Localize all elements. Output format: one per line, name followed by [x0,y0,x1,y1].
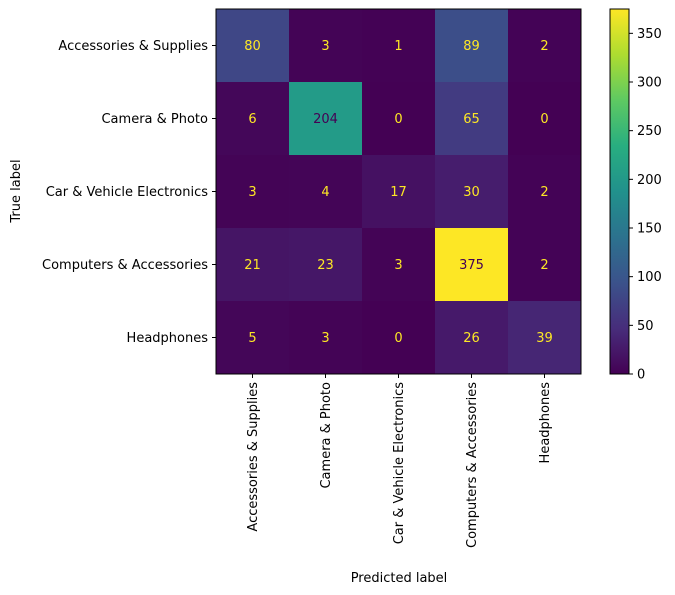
y-tick-label: Accessories & Supplies [58,39,208,54]
cell-value-label: 2 [540,39,548,54]
cell-value-label: 2 [540,258,548,273]
cell-value-label: 6 [248,112,256,127]
cell-value-label: 17 [390,185,407,200]
matrix-cell [289,9,363,83]
cell-value-label: 5 [248,331,256,346]
matrix-cell [508,228,582,302]
y-axis-label: True label [9,159,24,223]
cell-value-label: 2 [540,185,548,200]
matrix-cell [362,82,436,156]
matrix-cell [435,82,509,156]
x-tick-label: Computers & Accessories [465,382,480,548]
colorbar-tick-label: 350 [637,27,662,42]
matrix-cell [435,301,509,375]
matrix-cell [216,82,290,156]
cell-value-label: 23 [317,258,334,273]
cell-value-label: 1 [394,39,402,54]
matrix-cell [216,301,290,375]
y-tick-label: Car & Vehicle Electronics [46,185,208,200]
cell-value-label: 21 [244,258,261,273]
matrix-cells [216,9,582,375]
cell-value-label: 3 [394,258,402,273]
x-axis-label: Predicted label [351,571,448,586]
colorbar-tick-label: 250 [637,124,662,139]
matrix-cell [216,155,290,229]
cell-value-label: 0 [394,331,402,346]
y-axis-ticks: Accessories & Supplies Camera & Photo Car … [42,39,216,346]
x-tick-label: Accessories & Supplies [246,382,261,532]
matrix-cell [435,228,509,302]
colorbar-tick-label: 150 [637,222,662,237]
cell-value-label: 4 [321,185,329,200]
matrix-cell [508,9,582,83]
x-axis-ticks: Accessories & Supplies Camera & Photo Car … [246,374,553,548]
colorbar-tick-label: 100 [637,270,662,285]
matrix-cell [289,228,363,302]
cell-value-label: 39 [536,331,553,346]
matrix-cell [362,228,436,302]
matrix-cell [508,301,582,375]
matrix-cell [508,82,582,156]
matrix-cell [362,9,436,83]
matrix-cell [362,155,436,229]
matrix-cell [216,9,290,83]
colorbar [609,8,630,375]
cell-value-label: 26 [463,331,480,346]
matrix-cell [435,155,509,229]
x-tick-label: Headphones [538,382,553,464]
cell-value-label: 3 [248,185,256,200]
cell-value-label: 0 [394,112,402,127]
matrix-cell [362,301,436,375]
colorbar-tick-label: 200 [637,173,662,188]
cell-value-label: 89 [463,39,480,54]
cell-value-label: 204 [313,112,338,127]
y-tick-label: Camera & Photo [101,112,208,127]
cell-value-label: 375 [459,258,484,273]
cell-value-label: 3 [321,331,329,346]
matrix-cell [508,155,582,229]
matrix-cell [216,228,290,302]
matrix-cell [289,155,363,229]
x-tick-label: Car & Vehicle Electronics [392,382,407,544]
colorbar-tick-label: 50 [637,319,654,334]
matrix-cell [289,82,363,156]
y-tick-label: Headphones [127,331,209,346]
matrix-cell [289,301,363,375]
cell-value-label: 80 [244,39,261,54]
cell-value-label: 0 [540,112,548,127]
y-tick-label: Computers & Accessories [42,258,208,273]
matrix-cell-labels: 80 3 1 89 26 204 0 65 03 4 17 30 221 23 3 375 25 3 0 26 39 [244,39,553,346]
x-tick-label: Camera & Photo [319,382,334,489]
matrix-cell [435,9,509,83]
colorbar-tick-label: 0 [637,368,645,383]
cell-value-label: 30 [463,185,480,200]
cell-value-label: 3 [321,39,329,54]
cell-value-label: 65 [463,112,480,127]
colorbar-ticks: 0 50 100 150 200 250 300 350 [629,27,662,383]
colorbar-tick-label: 300 [637,76,662,91]
